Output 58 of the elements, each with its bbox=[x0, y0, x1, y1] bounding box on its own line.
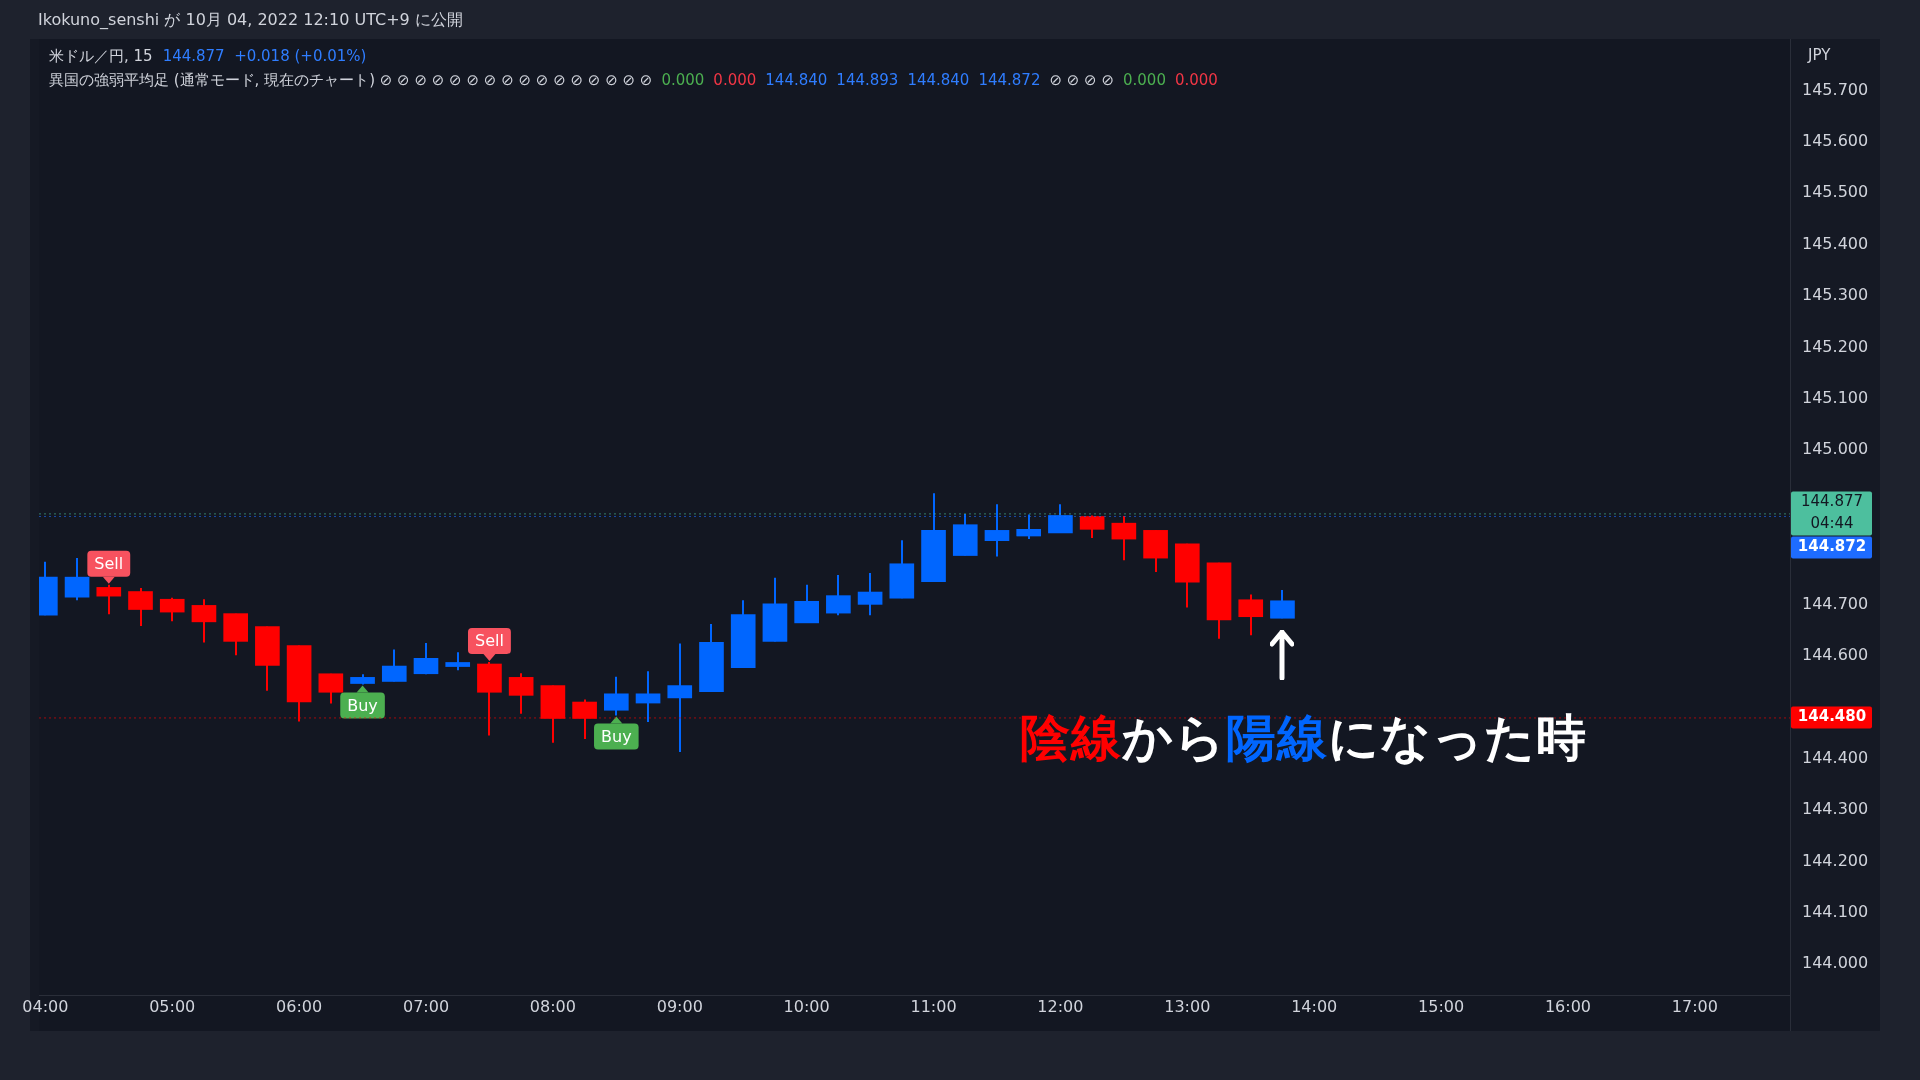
y-tick-label: 144.000 bbox=[1802, 953, 1869, 973]
text: Ikokuno_senshi が 10月 04, 2022 12:10 UTC+9 に公開 bbox=[38, 10, 463, 31]
x-tick-label: 08:00 bbox=[529, 996, 576, 1016]
annotation: 0.000 bbox=[713, 71, 757, 89]
annotation: 144.840 bbox=[765, 71, 828, 89]
y-tick-label: 144.300 bbox=[1802, 799, 1869, 819]
x-tick-label: 07:00 bbox=[402, 996, 450, 1016]
annotation: Buy bbox=[601, 726, 632, 746]
x-tick-label: 06:00 bbox=[276, 996, 323, 1016]
y-tick-label: 144.700 bbox=[1802, 593, 1869, 613]
y-tick-label: 145.400 bbox=[1802, 233, 1869, 253]
x-tick-label: 17:00 bbox=[1671, 996, 1718, 1016]
x-tick-label: 14:00 bbox=[1291, 996, 1338, 1016]
y-tick-label: 144.400 bbox=[1802, 747, 1869, 767]
annotation: 陰線 bbox=[1020, 709, 1122, 767]
x-tick-label: 12:00 bbox=[1037, 996, 1084, 1016]
y-tick-label: 145.500 bbox=[1802, 182, 1869, 202]
annotation: Sell bbox=[94, 554, 124, 573]
candlestick bbox=[635, 670, 661, 724]
annotation: Sell bbox=[474, 631, 504, 651]
y-tick-label: 145.700 bbox=[1802, 79, 1869, 99]
x-tick-label: 13:00 bbox=[1164, 996, 1211, 1016]
annotation: 異国の強弱平均足 (通常モード, 現在のチャート) ⊘ ⊘ ⊘ ⊘ ⊘ ⊘ ⊘ ⊘ ⊘ ⊘ ⊘ ⊘ ⊘ ⊘ ⊘ ⊘ bbox=[49, 71, 653, 89]
ref-line-label: 144.480 bbox=[1797, 707, 1867, 726]
annotation: 144.840 bbox=[907, 71, 970, 89]
annotation: 144.893 bbox=[836, 71, 899, 89]
annotation: 陽線 bbox=[1226, 709, 1328, 767]
y-axis-title: JPY bbox=[1808, 46, 1831, 64]
x-tick-label: 16:00 bbox=[1544, 996, 1592, 1016]
y-tick-label: 144.100 bbox=[1802, 901, 1869, 921]
x-tick-label: 11:00 bbox=[910, 996, 957, 1016]
ref-line-label: 144.872 bbox=[1797, 537, 1867, 556]
annotation: Buy bbox=[347, 695, 378, 715]
y-tick-label: 144.600 bbox=[1802, 644, 1869, 664]
y-tick-label: 145.000 bbox=[1802, 439, 1869, 459]
text: 米ドル／円, 15 bbox=[49, 47, 153, 65]
candlestick bbox=[1016, 513, 1042, 541]
annotation: ⊘ ⊘ ⊘ ⊘ bbox=[1049, 71, 1115, 89]
annotation: 0.000 bbox=[1174, 71, 1218, 89]
x-tick-label: 10:00 bbox=[783, 996, 830, 1016]
y-tick-label: 145.200 bbox=[1802, 336, 1869, 356]
annotation: 144.872 bbox=[978, 71, 1041, 89]
y-tick-label: 145.600 bbox=[1802, 130, 1869, 150]
ref-line-label: 144.877 04:44 bbox=[1800, 492, 1864, 533]
annotation: になった時 bbox=[1328, 709, 1587, 767]
candlestick bbox=[667, 642, 693, 753]
x-tick-label: 04:00 bbox=[22, 996, 69, 1016]
y-tick-label: 144.200 bbox=[1802, 850, 1869, 870]
annotation: 0.000 bbox=[1123, 71, 1166, 89]
x-tick-label: 05:00 bbox=[149, 996, 196, 1016]
text: 144.877 +0.018 (+0.01%) bbox=[162, 47, 367, 65]
annotation: 0.000 bbox=[661, 71, 705, 89]
y-tick-label: 145.100 bbox=[1802, 387, 1869, 407]
x-tick-label: 15:00 bbox=[1418, 996, 1465, 1016]
y-tick-label: 145.300 bbox=[1802, 285, 1869, 305]
x-tick-label: 09:00 bbox=[656, 996, 703, 1016]
candlestick bbox=[96, 583, 122, 616]
annotation: から bbox=[1122, 709, 1226, 767]
